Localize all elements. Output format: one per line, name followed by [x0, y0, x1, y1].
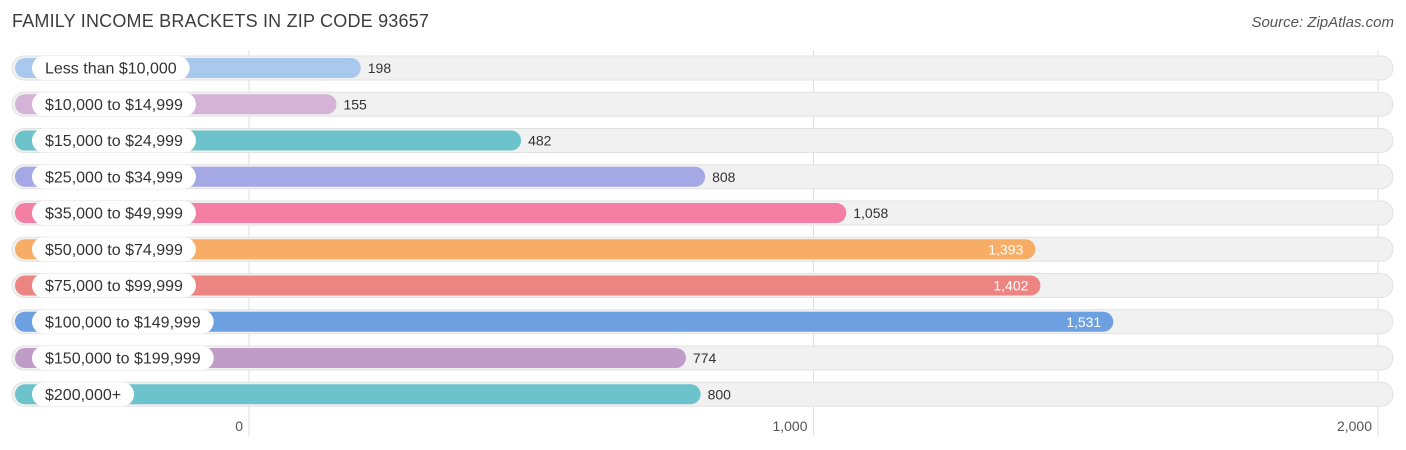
category-label: $25,000 to $34,999 — [45, 169, 183, 186]
value-label: 808 — [712, 169, 736, 185]
bar-row: $15,000 to $24,999 482 — [11, 128, 1394, 153]
value-label: 1,393 — [988, 241, 1023, 257]
x-tick-label: 2,000 — [1337, 418, 1372, 434]
bar-row: $75,000 to $99,999 1,402 — [11, 273, 1394, 298]
bar-row: $35,000 to $49,999 1,058 — [11, 200, 1394, 226]
category-label: $150,000 to $199,999 — [45, 351, 201, 368]
category-label-pill — [32, 164, 196, 189]
category-label-pill — [32, 309, 214, 334]
category-label-pill — [32, 56, 190, 80]
value-label: 774 — [693, 350, 717, 366]
bar — [15, 239, 1036, 260]
bar — [15, 203, 847, 223]
category-label: $35,000 to $49,999 — [45, 206, 183, 223]
category-label-pill — [32, 273, 196, 298]
value-label: 1,058 — [853, 205, 888, 221]
category-label: $50,000 to $74,999 — [45, 242, 183, 259]
bar-track — [11, 91, 1394, 117]
value-label: 155 — [343, 96, 367, 112]
x-axis-ticks: 0 1,000 2,000 — [235, 418, 1372, 434]
category-label: $100,000 to $149,999 — [45, 314, 201, 331]
value-label: 482 — [528, 133, 552, 149]
category-label-pill — [32, 128, 196, 153]
bar-row: Less than $10,000 198 — [11, 55, 1394, 81]
rows-layer: Less than $10,000 198 $10,000 to $14,999 15… — [11, 55, 1394, 407]
category-label: Less than $10,000 — [45, 61, 177, 78]
bar-row: $50,000 to $74,999 1,393 — [11, 236, 1394, 262]
category-label-pill — [32, 237, 196, 262]
bar — [15, 275, 1041, 296]
category-label: $10,000 to $14,999 — [45, 97, 183, 114]
value-label: 198 — [368, 60, 392, 76]
category-label-pill — [32, 346, 214, 370]
bar-row: $100,000 to $149,999 1,531 — [11, 309, 1394, 335]
category-label: $200,000+ — [45, 387, 121, 404]
chart-source: Source: ZipAtlas.com — [1251, 14, 1394, 31]
bar — [15, 311, 1114, 332]
value-label: 800 — [708, 386, 732, 402]
x-tick-label: 0 — [235, 418, 243, 434]
value-label: 1,402 — [993, 278, 1028, 294]
x-tick-label: 1,000 — [772, 418, 807, 434]
category-label: $15,000 to $24,999 — [45, 133, 183, 150]
bar — [15, 384, 701, 405]
bar-row: $200,000+ 800 — [11, 381, 1394, 407]
bar-row: $150,000 to $199,999 774 — [11, 345, 1394, 371]
value-label: 1,531 — [1066, 314, 1101, 330]
bar-row: $25,000 to $34,999 808 — [11, 164, 1394, 190]
category-label-pill — [32, 382, 135, 407]
bar-row: $10,000 to $14,999 155 — [11, 91, 1394, 117]
category-label: $75,000 to $99,999 — [45, 278, 183, 295]
category-label-pill — [32, 92, 196, 117]
category-label-pill — [32, 201, 196, 225]
chart-title: FAMILY INCOME BRACKETS IN ZIP CODE 93657 — [12, 11, 430, 31]
